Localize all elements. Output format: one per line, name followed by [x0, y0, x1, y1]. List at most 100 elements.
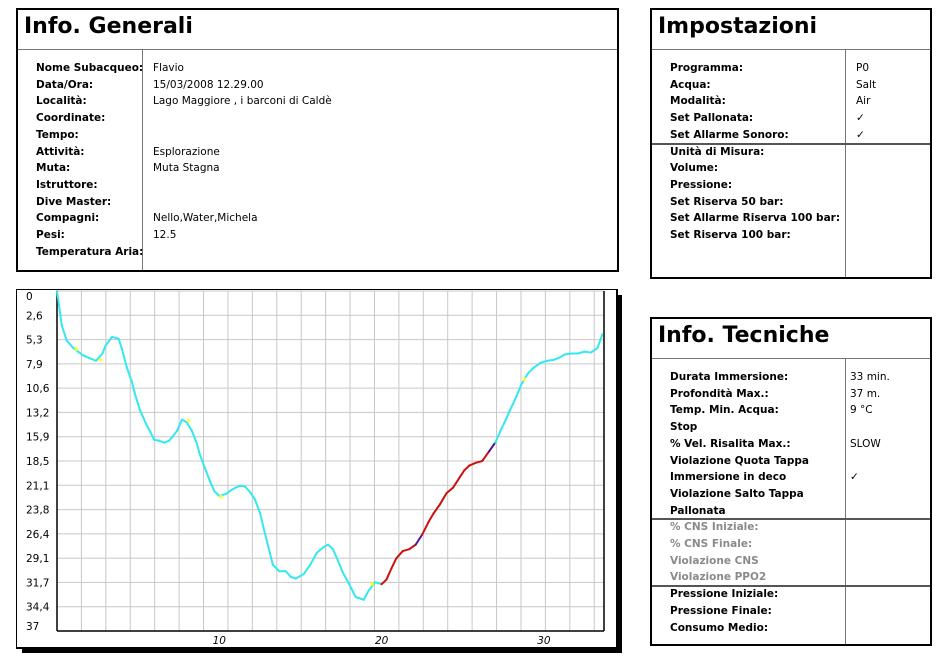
- depth-profile-segment: [185, 421, 193, 432]
- depth-profile-segment: [190, 429, 198, 444]
- label-dive-master: Dive Master:: [36, 195, 112, 208]
- x-tick-label: 10: [213, 635, 227, 647]
- value-attivita: Esplorazione: [153, 145, 220, 158]
- label-set-allarme-sonoro: Set Allarme Sonoro:: [670, 128, 789, 141]
- y-tick-label: 15,9: [26, 432, 49, 444]
- divider: [18, 49, 617, 50]
- depth-profile-segment: [401, 548, 411, 553]
- depth-profile-segment: [133, 392, 141, 411]
- label-stop: Stop: [670, 421, 698, 434]
- depth-profile-segment: [374, 581, 383, 586]
- y-tick-label: 37: [26, 621, 39, 633]
- divider: [652, 518, 930, 520]
- label-volume: Volume:: [670, 162, 719, 175]
- label-tempo: Tempo:: [36, 128, 79, 141]
- depth-profile-segment: [577, 350, 586, 355]
- depth-profile-segment: [395, 550, 404, 560]
- y-tick-label: 13,2: [26, 407, 49, 419]
- depth-profile-segment: [117, 337, 123, 350]
- label-violazione-cns: Violazione CNS: [670, 554, 759, 567]
- depth-profile-segment: [408, 543, 417, 551]
- depth-profile-segment: [263, 531, 274, 566]
- depth-profile-segment: [590, 346, 599, 354]
- y-tick-label: 18,5: [26, 456, 49, 468]
- label-muta: Muta:: [36, 162, 71, 175]
- label-vel-risalita-max: % Vel. Risalita Max.:: [670, 437, 791, 450]
- slow-ascent-marker: [219, 495, 223, 499]
- y-tick-label: 31,7: [26, 577, 49, 589]
- value-acqua: Salt: [856, 78, 877, 91]
- label-coordinate: Coordinate:: [36, 112, 106, 125]
- label-set-allarme-riserva-100-bar: Set Allarme Riserva 100 bar:: [670, 212, 841, 225]
- y-tick-label: 7,9: [26, 359, 43, 371]
- depth-profile-segment: [125, 366, 133, 383]
- divider: [652, 358, 930, 359]
- value-localita: Lago Maggiore , i barconi di Caldè: [153, 95, 332, 108]
- value-muta: Muta Stagna: [153, 162, 220, 175]
- info-tecniche-title: Info. Tecniche: [658, 323, 830, 348]
- depth-profile-segment: [452, 476, 461, 489]
- depth-profile-segment: [439, 492, 448, 506]
- depth-profile-segment: [258, 511, 266, 534]
- value-pesi: 12.5: [153, 229, 177, 241]
- value-vel-risalita-max: SLOW: [850, 437, 881, 450]
- label-temperatura-aria: Temperatura Aria:: [36, 245, 144, 258]
- divider: [652, 143, 930, 145]
- divider: [142, 49, 143, 270]
- depth-profile-segment: [515, 383, 523, 398]
- depth-profile-segment: [101, 344, 107, 355]
- label-consumo-medio: Consumo Medio:: [670, 621, 769, 634]
- depth-profile-segment: [354, 596, 365, 601]
- depth-profile-segment: [104, 335, 114, 347]
- depth-profile-segment: [327, 543, 334, 551]
- y-tick-label: 21,1: [26, 480, 49, 492]
- depth-profile-segment: [463, 464, 471, 472]
- divider: [652, 49, 930, 50]
- depth-profile-segment: [526, 366, 536, 375]
- depth-profile-segment: [367, 581, 377, 592]
- depth-profile-segment: [88, 357, 97, 362]
- value-profondita-max: 37 m.: [850, 387, 881, 400]
- depth-profile-segment: [380, 578, 388, 586]
- y-tick-label: 34,4: [26, 602, 50, 614]
- label-attivita: Attività:: [36, 145, 85, 158]
- depth-profile-segment: [309, 551, 318, 566]
- depth-profile-segment: [494, 430, 502, 444]
- depth-profile-segment: [427, 512, 435, 523]
- slow-ascent-marker: [186, 418, 191, 423]
- depth-profile-segment: [362, 589, 370, 601]
- x-tick-label: 20: [375, 635, 389, 647]
- depth-profile-segment: [302, 563, 312, 576]
- value-temp-min-acqua: 9 °C: [850, 404, 873, 417]
- slow-ascent-marker: [522, 377, 527, 382]
- depth-profile-segment: [348, 583, 357, 598]
- label-immersione-in-deco: Immersione in deco: [670, 471, 787, 484]
- depth-profile-segment: [271, 563, 281, 573]
- divider: [652, 585, 930, 587]
- label-data-ora: Data/Ora:: [36, 78, 94, 91]
- depth-profile-segment: [341, 571, 351, 586]
- depth-profile-segment: [499, 420, 506, 433]
- divider: [845, 358, 846, 644]
- depth-profile-segment: [533, 361, 542, 369]
- label-pressione-iniziale: Pressione Iniziale:: [670, 588, 779, 601]
- slow-ascent-marker: [99, 358, 103, 362]
- label-compagni: Compagni:: [36, 212, 100, 225]
- depth-profile-segment: [111, 335, 120, 340]
- depth-profile-segment: [539, 359, 549, 364]
- depth-profile-segment: [213, 490, 221, 497]
- label-programma: Programma:: [670, 62, 744, 74]
- depth-profile-segment: [315, 546, 325, 554]
- depth-profile-segment: [583, 350, 593, 354]
- label-cns-finale: % CNS Finale:: [670, 538, 753, 550]
- label-pressione: Pressione:: [670, 178, 733, 191]
- label-pallonata: Pallonata: [670, 504, 726, 517]
- label-modalita: Modalità:: [670, 95, 726, 108]
- value-durata-immersione: 33 min.: [850, 371, 890, 383]
- label-violazione-salto-tappa: Violazione Salto Tappa: [670, 487, 804, 500]
- depth-profile-segment: [145, 423, 156, 441]
- y-tick-label: 0: [26, 291, 33, 303]
- y-tick-label: 23,8: [26, 505, 49, 517]
- depth-profile-segment: [458, 469, 466, 479]
- x-tick-label: 30: [537, 635, 551, 647]
